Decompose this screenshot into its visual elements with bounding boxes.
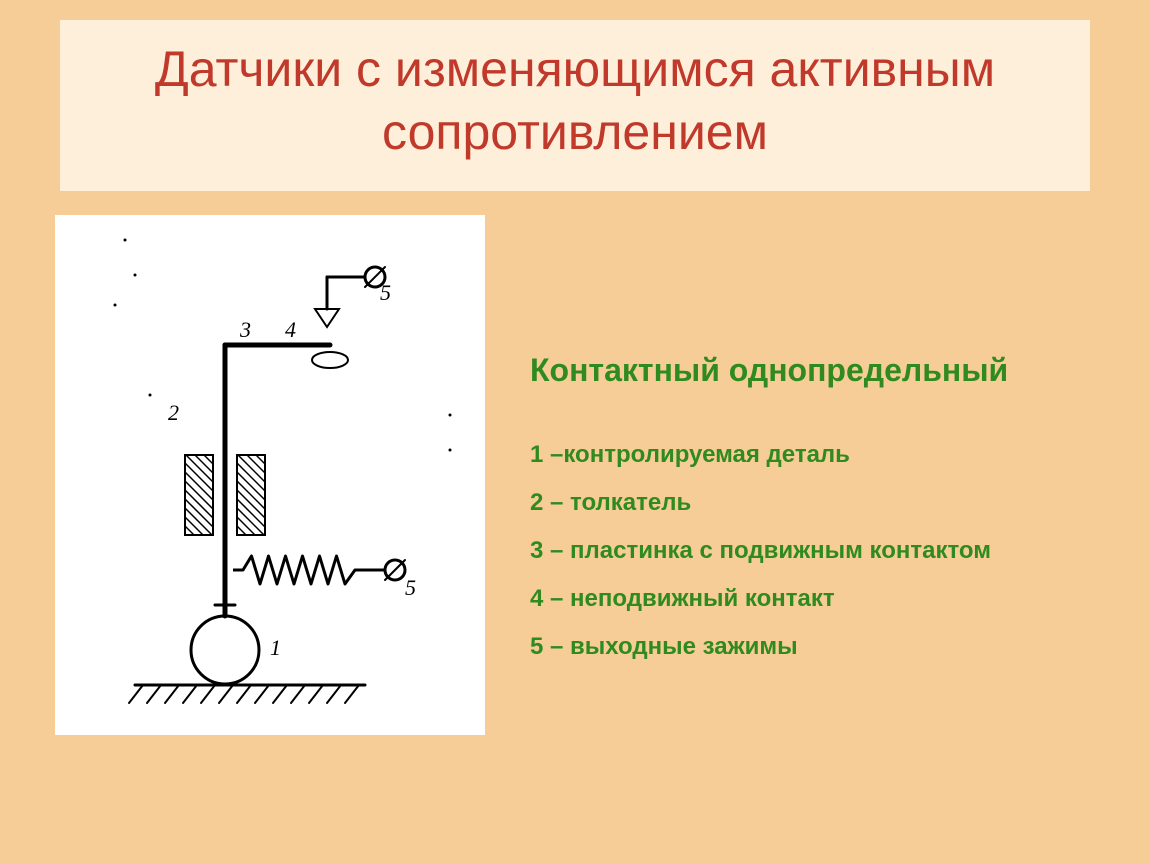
svg-text:2: 2: [168, 400, 179, 425]
svg-text:4: 4: [285, 317, 296, 342]
legend-item: 5 – выходные зажимы: [530, 632, 1100, 662]
slide: Датчики с изменяющимся активным сопротив…: [0, 0, 1150, 864]
diagram-svg: 1 2 3 4 5 5: [55, 215, 485, 735]
legend-item: 4 – неподвижный контакт: [530, 584, 1100, 614]
legend-item: 1 –контролируемая деталь: [530, 440, 1100, 470]
legend-item: 3 – пластинка с подвижным контактом: [530, 536, 1100, 566]
svg-text:5: 5: [405, 575, 416, 600]
svg-text:1: 1: [270, 635, 281, 660]
slide-title: Датчики с изменяющимся активным сопротив…: [80, 38, 1070, 163]
diagram-panel: 1 2 3 4 5 5: [55, 215, 485, 735]
svg-text:3: 3: [239, 317, 251, 342]
svg-text:5: 5: [380, 280, 391, 305]
legend: Контактный однопредельный 1 –контролируе…: [530, 350, 1100, 680]
legend-heading: Контактный однопредельный: [530, 350, 1100, 390]
title-box: Датчики с изменяющимся активным сопротив…: [60, 20, 1090, 191]
legend-item: 2 – толкатель: [530, 488, 1100, 518]
